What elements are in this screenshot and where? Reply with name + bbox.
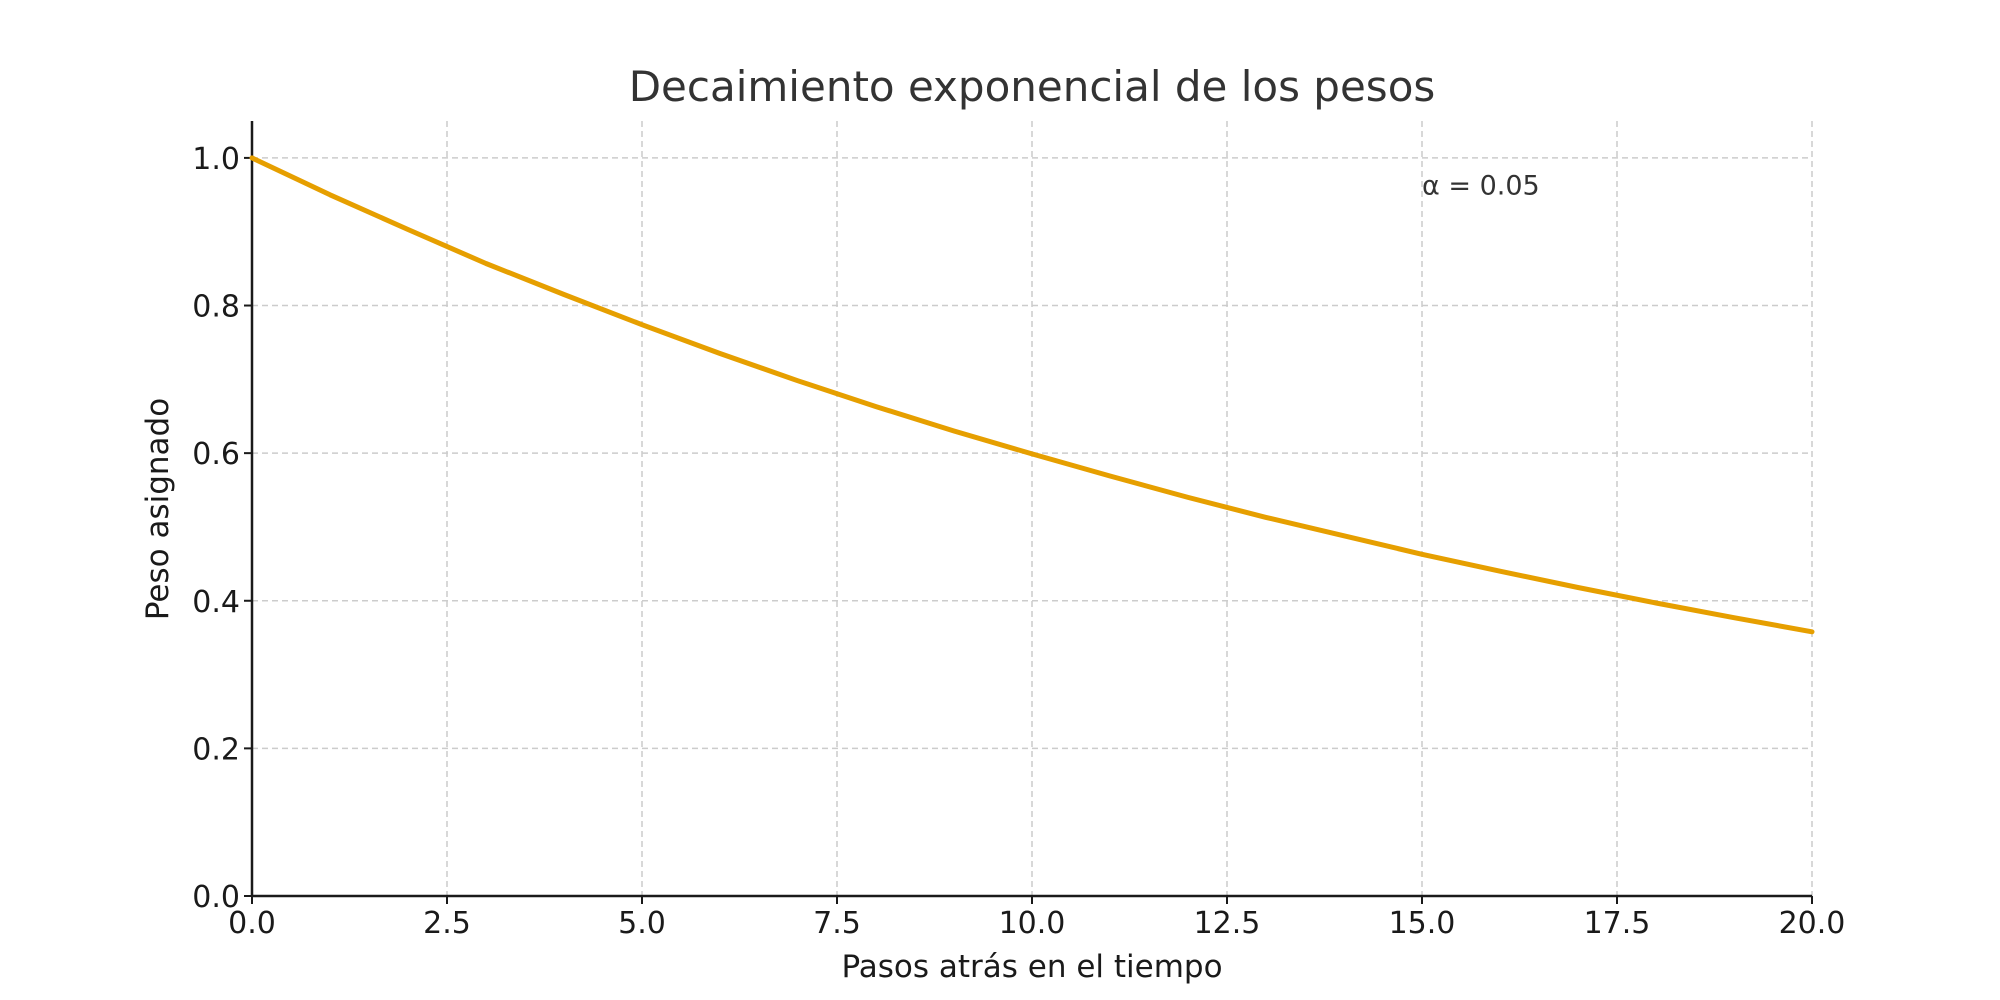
series	[249, 155, 1815, 635]
series-line	[249, 155, 1815, 635]
x-tick-label: 15.0	[1389, 906, 1456, 941]
x-tick-label: 5.0	[618, 906, 666, 941]
y-axis-label: Peso asignado	[140, 398, 176, 620]
y-tick-label: 0.4	[192, 585, 240, 620]
y-tick-label: 0.8	[192, 290, 240, 325]
y-tick-label: 0.6	[192, 437, 240, 472]
grid	[252, 121, 1813, 896]
y-tick-label: 0.0	[192, 880, 240, 915]
x-tick-label: 17.5	[1584, 906, 1651, 941]
x-tick-label: 0.0	[228, 906, 276, 941]
x-tick-label: 2.5	[423, 906, 471, 941]
x-tick-label: 12.5	[1194, 906, 1261, 941]
x-tick-label: 7.5	[813, 906, 861, 941]
chart-title: Decaimiento exponencial de los pesos	[629, 62, 1436, 111]
alpha-annotation: α = 0.05	[1422, 170, 1540, 201]
x-tick-label: 10.0	[999, 906, 1066, 941]
x-axis-label: Pasos atrás en el tiempo	[841, 949, 1222, 985]
x-tick-label: 20.0	[1779, 906, 1846, 941]
y-tick-label: 0.2	[192, 732, 240, 767]
y-tick-label: 1.0	[192, 142, 240, 177]
axes	[244, 121, 1813, 904]
labels: 0.0 2.5 5.0 7.5 10.0 12.5 15.0 17.5 20.0 0.0 0.2 0.…	[192, 142, 1845, 941]
